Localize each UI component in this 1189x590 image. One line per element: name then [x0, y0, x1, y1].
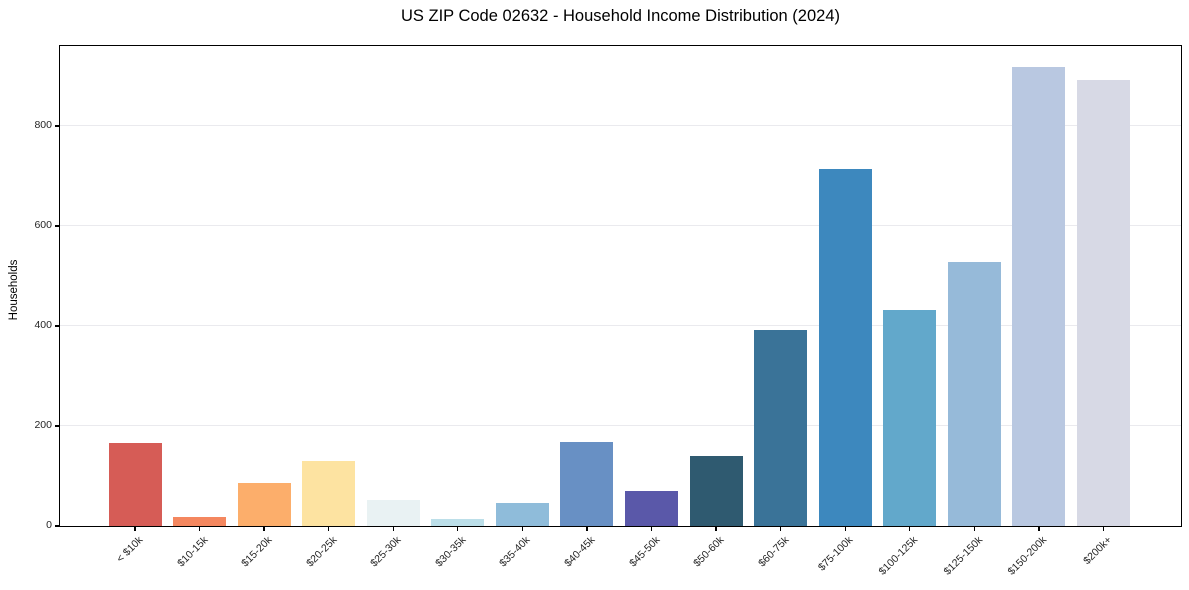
- bar-$15-20k: [237, 482, 291, 526]
- x-tick-mark-$45-50k: [650, 526, 653, 531]
- x-tick-label-$75-100k: $75-100k: [816, 534, 856, 574]
- bar-$200k+: [1077, 80, 1131, 526]
- x-tick-mark-$35-40k: [521, 526, 524, 531]
- gridline-y-400: [60, 325, 1181, 326]
- x-tick-label-$30-35k: $30-35k: [433, 534, 469, 570]
- y-tick-mark-600: [55, 225, 60, 227]
- y-tick-mark-400: [55, 325, 60, 327]
- x-tick-mark-$20-25k: [328, 526, 330, 531]
- gridline-y-600: [60, 225, 1181, 226]
- x-tick-label-$50-60k: $50-60k: [691, 534, 727, 570]
- x-tick-label-$15-20k: $15-20k: [239, 534, 275, 570]
- x-tick-mark-< $10k: [134, 526, 136, 531]
- bar-< $10k: [108, 442, 162, 526]
- x-tick-mark-$125-150k: [973, 526, 976, 531]
- y-tick-label-800: 800: [34, 119, 52, 131]
- x-tick-mark-$75-100k: [844, 526, 846, 531]
- bar-$25-30k: [366, 500, 420, 526]
- bar-$30-35k: [431, 518, 485, 526]
- bar-$35-40k: [495, 502, 549, 526]
- bar-$75-100k: [818, 168, 872, 526]
- x-tick-mark-$30-35k: [457, 526, 459, 531]
- bar-$60-75k: [754, 329, 808, 526]
- y-tick-label-400: 400: [34, 319, 52, 331]
- x-tick-label-$10-15k: $10-15k: [174, 534, 211, 570]
- x-tick-mark-$15-20k: [263, 526, 265, 531]
- bar-$150-200k: [1012, 66, 1066, 526]
- y-tick-label-600: 600: [34, 219, 52, 231]
- x-tick-label-$150-200k: $150-200k: [1005, 534, 1050, 578]
- gridline-y-800: [60, 125, 1181, 126]
- y-tick-label-200: 200: [34, 419, 52, 431]
- x-tick-label-$25-30k: $25-30k: [368, 534, 404, 570]
- x-tick-mark-$10-15k: [198, 526, 201, 531]
- bar-$40-45k: [560, 442, 614, 526]
- x-tick-label-$60-75k: $60-75k: [755, 534, 792, 570]
- y-tick-mark-800: [55, 125, 60, 127]
- x-tick-mark-$150-200k: [1038, 526, 1040, 531]
- bar-$20-25k: [302, 460, 356, 526]
- x-tick-mark-$60-75k: [780, 526, 782, 531]
- y-tick-mark-0: [55, 525, 60, 527]
- bar-$125-150k: [947, 262, 1001, 526]
- x-tick-label-$200k+: $200k+: [1080, 534, 1115, 568]
- x-tick-mark-$40-45k: [586, 526, 588, 531]
- y-tick-label-0: 0: [46, 519, 52, 531]
- x-tick-label-$35-40k: $35-40k: [497, 534, 533, 570]
- x-tick-label-$125-150k: $125-150k: [941, 534, 985, 578]
- x-tick-label-$40-45k: $40-45k: [562, 534, 598, 570]
- x-tick-mark-$200k+: [1102, 526, 1105, 531]
- x-tick-label-$20-25k: $20-25k: [303, 534, 340, 570]
- y-tick-mark-200: [55, 425, 60, 427]
- plot-area: [59, 45, 1182, 527]
- chart-title: US ZIP Code 02632 - Household Income Dis…: [400, 7, 840, 25]
- x-tick-label-$45-50k: $45-50k: [626, 534, 663, 570]
- bar-$100-125k: [883, 309, 937, 526]
- bar-$10-15k: [173, 516, 227, 526]
- bar-$45-50k: [625, 490, 679, 526]
- y-axis-title-text: Households: [8, 259, 20, 321]
- x-tick-mark-$25-30k: [392, 526, 394, 531]
- x-tick-mark-$50-60k: [715, 526, 717, 531]
- x-tick-mark-$100-125k: [909, 526, 911, 531]
- bar-$50-60k: [689, 456, 743, 526]
- x-tick-label-< $10k: < $10k: [114, 534, 146, 565]
- gridline-y-200: [60, 425, 1181, 426]
- x-tick-label-$100-125k: $100-125k: [876, 534, 921, 578]
